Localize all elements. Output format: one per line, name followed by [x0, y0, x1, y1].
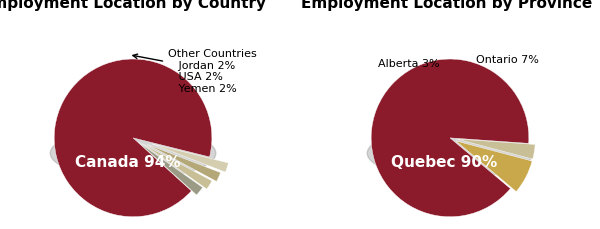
Wedge shape — [371, 60, 529, 217]
Text: Canada 94%: Canada 94% — [75, 155, 181, 170]
Ellipse shape — [50, 128, 216, 179]
Text: Employment Location by Country: Employment Location by Country — [0, 0, 266, 11]
Ellipse shape — [367, 128, 533, 179]
Wedge shape — [456, 141, 532, 192]
Text: Ontario 7%: Ontario 7% — [476, 55, 538, 65]
Wedge shape — [457, 139, 535, 159]
Text: Other Countries
   Jordan 2%
   USA 2%
   Yemen 2%: Other Countries Jordan 2% USA 2% Yemen 2… — [133, 49, 257, 93]
Wedge shape — [54, 60, 212, 217]
Wedge shape — [138, 142, 203, 195]
Text: Employment Location by Province: Employment Location by Province — [301, 0, 592, 11]
Wedge shape — [147, 145, 221, 182]
Text: Alberta 3%: Alberta 3% — [377, 59, 439, 69]
Wedge shape — [142, 144, 212, 189]
Text: Quebec 90%: Quebec 90% — [391, 155, 497, 170]
Wedge shape — [152, 144, 229, 172]
